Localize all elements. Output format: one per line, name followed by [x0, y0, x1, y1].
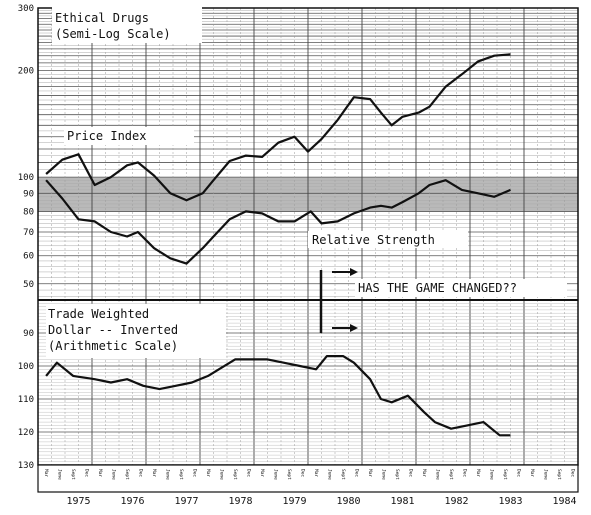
x-month-tick-39: Dec	[569, 469, 575, 477]
x-month-tick-17: June	[272, 469, 278, 480]
x-axis: Mar June Sept Dec Mar June Sept Dec Mar June Sept D…	[43, 469, 577, 507]
x-year-tick-2: 1977	[174, 496, 198, 507]
x-year-tick-4: 1979	[282, 496, 306, 507]
x-month-tick-24: Mar	[367, 469, 373, 477]
x-month-tick-37: June	[542, 469, 548, 480]
x-month-tick-33: June	[488, 469, 494, 480]
annotation-arrow-bottom-head	[350, 324, 358, 332]
top-y-tick-5: 70	[23, 228, 34, 238]
x-year-tick-3: 1978	[228, 496, 252, 507]
x-year-tick-0: 1975	[66, 496, 90, 507]
x-month-tick-1: June	[56, 469, 62, 480]
top-chart-subtitle: (Semi-Log Scale)	[55, 27, 171, 41]
bottom-y-tick-0: 90	[23, 329, 34, 339]
x-month-tick-0: Mar	[43, 469, 49, 477]
x-month-tick-5: June	[110, 469, 116, 480]
x-month-tick-19: Dec	[299, 469, 305, 477]
x-year-tick-7: 1982	[444, 496, 468, 507]
trade-weighted-dollar-line	[45, 355, 511, 437]
x-month-tick-28: Mar	[421, 469, 427, 477]
title-box-top	[52, 7, 202, 43]
bottom-chart-subtitle: Dollar -- Inverted	[48, 323, 178, 337]
bottom-y-tick-1: 100	[18, 362, 34, 372]
annotation-text: HAS THE GAME CHANGED??	[358, 281, 517, 295]
x-month-tick-11: Dec	[191, 469, 197, 477]
x-month-tick-38: Sept	[556, 469, 562, 480]
price-index-line	[45, 53, 511, 202]
annotation-box	[355, 279, 567, 297]
series-lines	[45, 53, 511, 437]
bottom-chart-title: Trade Weighted	[48, 307, 149, 321]
x-month-tick-26: Sept	[394, 469, 400, 480]
bottom-y-tick-3: 120	[18, 428, 34, 438]
x-month-tick-14: Sept	[232, 469, 238, 480]
x-month-tick-12: Mar	[205, 469, 211, 477]
x-month-tick-34: Sept	[502, 469, 508, 480]
title-box-bottom	[46, 304, 226, 358]
x-month-tick-7: Dec	[137, 469, 143, 477]
top-y-tick-4: 80	[23, 207, 34, 217]
x-month-tick-4: Mar	[97, 469, 103, 477]
top-chart-title: Ethical Drugs	[55, 11, 149, 25]
x-month-tick-23: Dec	[353, 469, 359, 477]
x-year-tick-9: 1984	[552, 496, 576, 507]
x-month-tick-13: June	[218, 469, 224, 480]
x-month-tick-25: June	[380, 469, 386, 480]
x-year-tick-6: 1981	[390, 496, 414, 507]
x-month-tick-31: Dec	[461, 469, 467, 477]
x-month-tick-36: Mar	[529, 469, 535, 477]
bottom-y-tick-4: 130	[18, 461, 34, 471]
x-month-tick-22: Sept	[340, 469, 346, 480]
panel-frames	[37, 7, 579, 493]
top-y-tick-0: 300	[18, 4, 34, 14]
x-month-tick-9: June	[164, 469, 170, 480]
x-month-tick-3: Dec	[83, 469, 89, 477]
x-month-tick-21: June	[326, 469, 332, 480]
x-month-tick-32: Mar	[475, 469, 481, 477]
x-month-tick-8: Mar	[151, 469, 157, 477]
x-month-tick-20: Mar	[313, 469, 319, 477]
x-month-tick-2: Sept	[70, 469, 76, 480]
annotation-group: HAS THE GAME CHANGED??	[319, 268, 567, 333]
price-index-label: Price Index	[67, 129, 146, 143]
top-y-tick-2: 100	[18, 173, 34, 183]
x-month-tick-15: Dec	[245, 469, 251, 477]
relative-strength-label: Relative Strength	[312, 233, 435, 247]
tick-labels: 300 200 100 90 80 70 60 50 90 100 110 120 130	[18, 4, 34, 471]
x-axis-strip	[37, 464, 579, 493]
bottom-chart-subtitle-2: (Arithmetic Scale)	[48, 339, 178, 353]
top-y-tick-1: 200	[18, 66, 34, 76]
x-month-tick-10: Sept	[178, 469, 184, 480]
x-month-tick-18: Sept	[286, 469, 292, 480]
x-month-tick-35: Dec	[515, 469, 521, 477]
top-y-tick-6: 60	[23, 252, 34, 262]
bottom-y-tick-2: 110	[18, 395, 34, 405]
relative-strength-line	[45, 179, 511, 265]
x-year-tick-8: 1983	[498, 496, 522, 507]
price-index-label-box	[64, 127, 194, 145]
relative-strength-label-box	[308, 231, 468, 248]
x-month-tick-29: June	[434, 469, 440, 480]
x-year-tick-5: 1980	[336, 496, 360, 507]
x-month-tick-6: Sept	[124, 469, 130, 480]
x-month-tick-16: Mar	[259, 469, 265, 477]
x-month-tick-27: Dec	[407, 469, 413, 477]
x-month-tick-30: Sept	[448, 469, 454, 480]
x-year-tick-1: 1976	[120, 496, 144, 507]
top-y-tick-7: 50	[23, 280, 34, 290]
annotation-arrow-top-head	[350, 268, 358, 276]
top-y-tick-3: 90	[23, 189, 34, 199]
